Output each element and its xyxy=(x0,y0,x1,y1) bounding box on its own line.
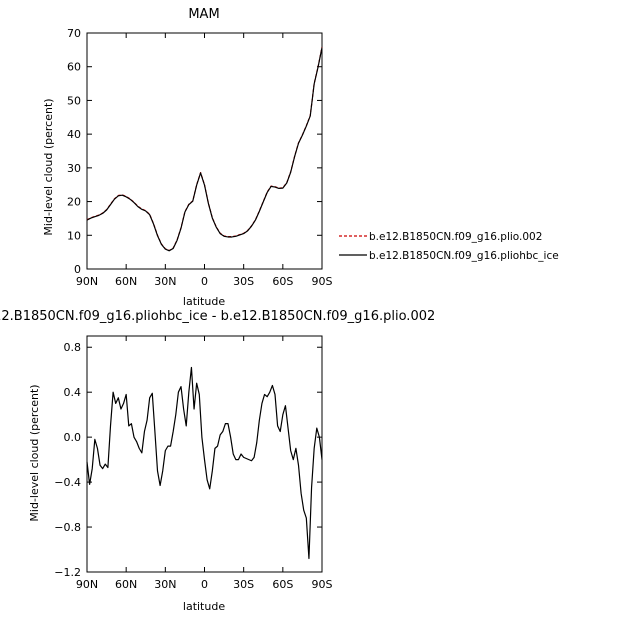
y-tick-label: 50 xyxy=(67,94,81,107)
x-tick-label: 90N xyxy=(76,275,98,288)
y-tick-label: 70 xyxy=(67,27,81,40)
chart-title: MAM xyxy=(188,7,219,22)
plot-frame xyxy=(86,32,323,270)
x-tick-label: 90S xyxy=(312,275,333,288)
y-tick-label: 0.0 xyxy=(64,431,82,444)
y-tick-label: 0.4 xyxy=(64,386,82,399)
legend: b.e12.B1850CN.f09_g16.plio.002 b.e12.B18… xyxy=(339,231,559,262)
series-group xyxy=(86,47,323,252)
y-tick-label: −0.8 xyxy=(54,521,81,534)
y-tick-label: 30 xyxy=(67,162,81,175)
x-tick-label: 60N xyxy=(115,275,137,288)
legend-label-pliohbc-ice: b.e12.B1850CN.f09_g16.pliohbc_ice xyxy=(369,250,559,262)
x-tick-label: 30S xyxy=(233,275,254,288)
chart-top-mam: MAM Mid-level cloud (percent) latitude 9… xyxy=(42,7,333,308)
series-line-pliohbc-ice xyxy=(86,47,323,252)
tick-group: 90N 60N 30N 0 30S 60S 90S 0.8 0.4 0.0 −0.4 −0.8 −1.2 xyxy=(54,336,333,591)
x-tick-label: 0 xyxy=(201,275,208,288)
x-tick-label: 30S xyxy=(233,578,254,591)
series-line-difference xyxy=(86,366,323,560)
y-tick-label: −1.2 xyxy=(54,566,81,579)
y-tick-label: 20 xyxy=(67,196,81,209)
series-group xyxy=(86,366,323,560)
chart-title: b.e12.B1850CN.f09_g16.pliohbc_ice - b.e1… xyxy=(0,309,435,324)
series-line-plio xyxy=(86,47,323,252)
y-axis-label: Mid-level cloud (percent) xyxy=(28,384,41,521)
y-tick-label: 0 xyxy=(74,263,81,276)
y-tick-label: −0.4 xyxy=(54,476,81,489)
tick-group: 90N 60N 30N 0 30S 60S 90S 0 10 20 30 40 50 60 70 xyxy=(67,27,333,288)
x-tick-label: 60S xyxy=(272,578,293,591)
y-tick-label: 40 xyxy=(67,128,81,141)
y-tick-label: 60 xyxy=(67,61,81,74)
x-tick-label: 30N xyxy=(154,275,176,288)
x-tick-label: 60N xyxy=(115,578,137,591)
y-tick-label: 0.8 xyxy=(64,341,82,354)
legend-label-plio: b.e12.B1850CN.f09_g16.plio.002 xyxy=(369,231,542,243)
x-axis-label: latitude xyxy=(183,295,225,308)
y-tick-label: 10 xyxy=(67,229,81,242)
x-axis-label: latitude xyxy=(183,600,225,613)
x-tick-label: 60S xyxy=(272,275,293,288)
x-tick-label: 0 xyxy=(201,578,208,591)
chart-bottom-diff: b.e12.B1850CN.f09_g16.pliohbc_ice - b.e1… xyxy=(0,309,435,613)
x-tick-label: 90N xyxy=(76,578,98,591)
x-tick-label: 90S xyxy=(312,578,333,591)
x-tick-label: 30N xyxy=(154,578,176,591)
plot-frame xyxy=(86,335,323,573)
y-axis-label: Mid-level cloud (percent) xyxy=(42,98,55,235)
